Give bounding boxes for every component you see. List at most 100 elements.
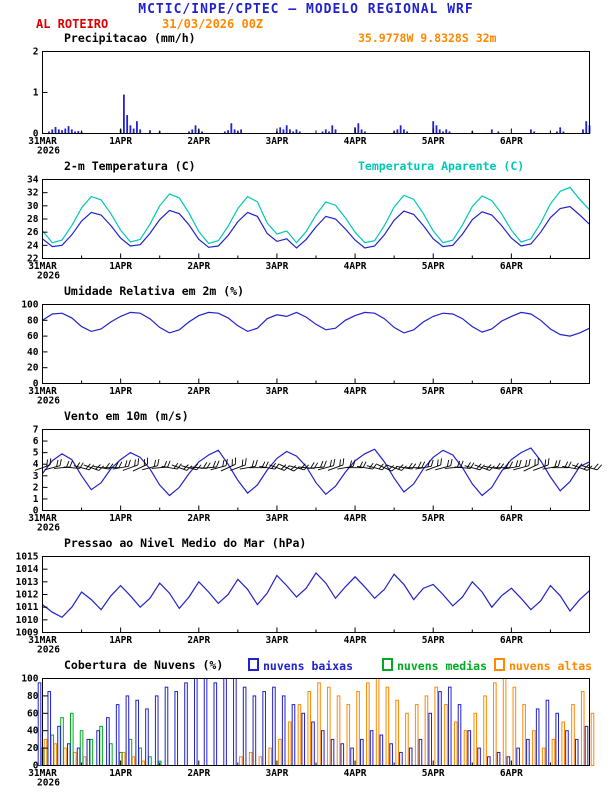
precipitation-title-row: Precipitacao (mm/h) 35.9778W 9.8328S 32m	[0, 30, 612, 46]
svg-text:7: 7	[33, 425, 39, 436]
svg-text:1APR: 1APR	[109, 261, 132, 272]
svg-text:5APR: 5APR	[422, 386, 445, 397]
svg-text:6APR: 6APR	[500, 635, 523, 646]
precipitation-panel: Precipitacao (mm/h) 35.9778W 9.8328S 32m…	[0, 30, 612, 158]
svg-text:40: 40	[27, 726, 39, 737]
svg-text:4APR: 4APR	[344, 768, 367, 779]
humidity-title-row: Umidade Relativa em 2m (%)	[0, 283, 612, 299]
temperature-panel: 2-m Temperatura (C) Temperatura Aparente…	[0, 158, 612, 283]
svg-text:2APR: 2APR	[187, 635, 210, 646]
svg-text:30: 30	[27, 201, 39, 212]
humidity-title: Umidade Relativa em 2m (%)	[64, 284, 245, 298]
svg-text:6APR: 6APR	[500, 768, 523, 779]
svg-text:4: 4	[33, 459, 39, 470]
svg-text:4APR: 4APR	[344, 136, 367, 147]
svg-text:2026: 2026	[37, 271, 60, 282]
svg-text:80: 80	[27, 691, 39, 702]
svg-text:3APR: 3APR	[265, 635, 288, 646]
svg-text:2APR: 2APR	[187, 513, 210, 524]
wind-panel: Vento em 10m (m/s) 0 1 2 3 4 5 6 7 31MAR 2026 1APR…	[0, 408, 612, 535]
clouds-title: Cobertura de Nuvens (%)	[64, 658, 224, 672]
svg-text:31MAR: 31MAR	[28, 513, 57, 524]
svg-text:1APR: 1APR	[109, 768, 132, 779]
legend-low-clouds: nuvens baixas	[248, 658, 353, 673]
low-clouds-legend-label: nuvens baixas	[263, 659, 354, 673]
svg-text:31MAR: 31MAR	[28, 261, 57, 272]
svg-text:31MAR: 31MAR	[28, 386, 57, 397]
svg-text:60: 60	[27, 331, 39, 342]
svg-text:2: 2	[33, 482, 39, 493]
svg-text:4APR: 4APR	[344, 386, 367, 397]
panels-stack: Precipitacao (mm/h) 35.9778W 9.8328S 32m…	[0, 30, 612, 790]
pressure-title: Pressao ao Nivel Medio do Mar (hPa)	[64, 536, 307, 550]
svg-text:1014: 1014	[16, 564, 39, 575]
svg-text:6APR: 6APR	[500, 386, 523, 397]
humidity-panel: Umidade Relativa em 2m (%) 0 20 40 60 80 100 3…	[0, 283, 612, 408]
low-clouds-swatch-icon	[248, 658, 259, 671]
legend-mid-clouds: nuvens medias	[382, 658, 487, 673]
apparent-temperature-label: Temperatura Aparente (C)	[358, 159, 525, 173]
svg-text:5: 5	[33, 448, 39, 459]
svg-text:40: 40	[27, 347, 39, 358]
svg-text:100: 100	[21, 674, 38, 685]
svg-text:5APR: 5APR	[422, 768, 445, 779]
svg-text:2APR: 2APR	[187, 768, 210, 779]
svg-text:5APR: 5APR	[422, 136, 445, 147]
svg-text:2APR: 2APR	[187, 261, 210, 272]
svg-text:32: 32	[27, 188, 38, 199]
svg-text:20: 20	[27, 743, 39, 754]
svg-text:1APR: 1APR	[109, 513, 132, 524]
svg-text:3APR: 3APR	[265, 768, 288, 779]
pressure-panel: Pressao ao Nivel Medio do Mar (hPa) 1009…	[0, 535, 612, 657]
svg-text:3APR: 3APR	[265, 386, 288, 397]
svg-text:4APR: 4APR	[344, 635, 367, 646]
svg-text:1APR: 1APR	[109, 635, 132, 646]
precipitation-title: Precipitacao (mm/h)	[64, 31, 196, 45]
svg-text:5APR: 5APR	[422, 635, 445, 646]
svg-text:0: 0	[33, 761, 39, 772]
svg-text:31MAR: 31MAR	[28, 768, 57, 779]
svg-text:1: 1	[33, 88, 39, 99]
legend-high-clouds: nuvens altas	[494, 658, 592, 673]
pressure-title-row: Pressao ao Nivel Medio do Mar (hPa)	[0, 535, 612, 551]
svg-text:24: 24	[27, 240, 39, 251]
svg-text:6APR: 6APR	[500, 513, 523, 524]
svg-text:100: 100	[21, 300, 38, 311]
model-title: MCTIC/INPE/CPTEC — MODELO REGIONAL WRF	[138, 2, 474, 17]
wind-title-row: Vento em 10m (m/s)	[0, 408, 612, 424]
svg-text:1APR: 1APR	[109, 136, 132, 147]
svg-text:3APR: 3APR	[265, 261, 288, 272]
svg-text:2APR: 2APR	[187, 386, 210, 397]
svg-text:2026: 2026	[37, 778, 60, 789]
svg-text:6APR: 6APR	[500, 136, 523, 147]
svg-text:6: 6	[33, 436, 39, 447]
svg-text:3APR: 3APR	[265, 513, 288, 524]
svg-text:2026: 2026	[37, 146, 60, 157]
svg-text:2: 2	[33, 47, 39, 58]
svg-text:31MAR: 31MAR	[28, 635, 57, 646]
svg-text:2026: 2026	[37, 523, 60, 534]
svg-text:0: 0	[33, 129, 39, 140]
high-clouds-legend-label: nuvens altas	[509, 659, 593, 673]
svg-text:1010: 1010	[16, 615, 39, 626]
temperature-title-row: 2-m Temperatura (C) Temperatura Aparente…	[0, 158, 612, 174]
svg-text:20: 20	[27, 363, 39, 374]
clouds-title-row: Cobertura de Nuvens (%) nuvens baixas nu…	[0, 657, 612, 673]
svg-text:4APR: 4APR	[344, 513, 367, 524]
svg-text:1011: 1011	[16, 602, 39, 613]
location-coordinates: 35.9778W 9.8328S 32m	[358, 31, 497, 45]
svg-text:34: 34	[27, 175, 39, 186]
svg-text:31MAR: 31MAR	[28, 136, 57, 147]
svg-text:1012: 1012	[16, 590, 39, 601]
svg-text:1: 1	[33, 494, 39, 505]
high-clouds-swatch-icon	[494, 658, 505, 671]
svg-text:1009: 1009	[16, 628, 39, 639]
mid-clouds-swatch-icon	[382, 658, 393, 671]
